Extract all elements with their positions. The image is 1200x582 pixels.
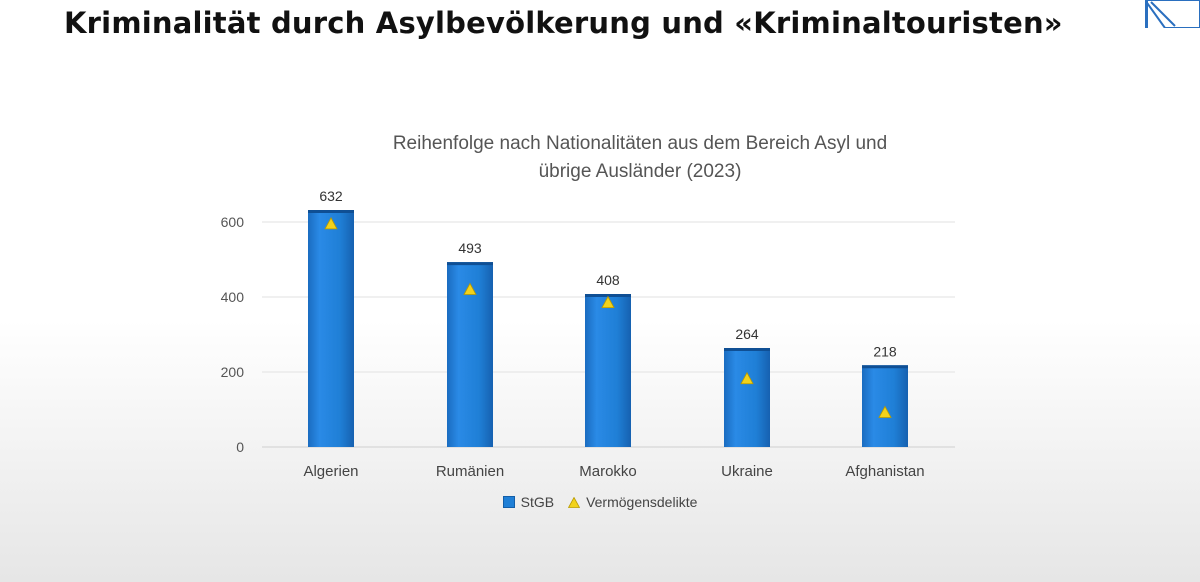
x-tick-label: Marokko <box>579 463 637 480</box>
data-label: 408 <box>596 272 620 288</box>
chart-title-line-2: übrige Ausländer (2023) <box>538 161 742 182</box>
bar-cap <box>585 294 631 297</box>
slide-title: Kriminalität durch Asylbevölkerung und «… <box>64 6 1063 40</box>
triangle-marker <box>463 282 477 295</box>
data-label: 632 <box>319 188 343 204</box>
data-label: 218 <box>873 343 897 359</box>
legend-item-vermoegensdelikte: Vermögensdelikte <box>568 494 697 510</box>
triangle-marker <box>740 371 754 385</box>
y-tick-label: 200 <box>221 364 245 380</box>
legend-label-vermoegensdelikte: Vermögensdelikte <box>586 494 698 510</box>
bar-cap <box>724 348 770 351</box>
bar-cap <box>308 210 354 213</box>
y-tick-label: 400 <box>221 289 245 305</box>
chart-title-line-1: Reihenfolge nach Nationalitäten aus dem … <box>392 133 888 154</box>
data-label: 264 <box>735 326 759 342</box>
bar-cap <box>447 262 493 266</box>
data-label: 493 <box>458 240 482 256</box>
bar <box>585 294 631 447</box>
triangle-marker <box>601 295 615 309</box>
legend-label-stgb: StGB <box>520 494 555 510</box>
bar <box>308 210 354 447</box>
chart-legend: StGB Vermögensdelikte <box>0 494 1200 510</box>
bar <box>724 348 770 447</box>
x-tick-label: Afghanistan <box>845 463 924 480</box>
chart-title: Reihenfolge nach Nationalitäten aus dem … <box>300 130 980 186</box>
x-tick-label: Ukraine <box>721 463 773 480</box>
x-tick-label: Algerien <box>303 463 358 480</box>
triangle-marker <box>324 217 338 230</box>
triangle-marker <box>878 405 892 418</box>
x-tick-label: Rumänien <box>436 463 504 480</box>
bar-cap <box>862 365 908 369</box>
legend-bar-swatch <box>502 496 515 508</box>
legend-triangle-swatch <box>568 496 581 508</box>
legend-item-stgb: StGB <box>502 494 555 510</box>
y-tick-label: 600 <box>221 214 245 230</box>
y-tick-label: 0 <box>236 439 244 455</box>
corner-logo-icon <box>1145 0 1200 28</box>
